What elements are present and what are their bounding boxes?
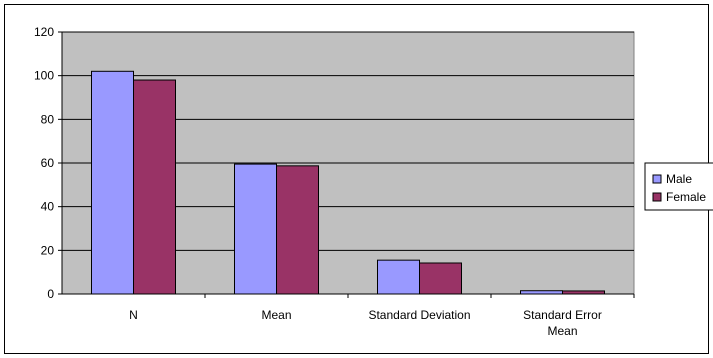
legend-label-female: Female bbox=[666, 190, 706, 204]
legend-swatch-male bbox=[652, 174, 662, 184]
legend-swatch-female bbox=[652, 192, 662, 202]
x-tick-label-line: Mean bbox=[547, 324, 577, 338]
y-tick-label: 20 bbox=[41, 243, 55, 257]
y-tick-label: 60 bbox=[41, 156, 55, 170]
legend-box bbox=[644, 162, 713, 211]
y-tick-label: 0 bbox=[47, 287, 54, 301]
y-tick-label: 80 bbox=[41, 112, 55, 126]
x-tick-label-line: Mean bbox=[261, 308, 291, 322]
x-tick-label: Standard Error Mean bbox=[523, 308, 602, 338]
y-tick-label: 120 bbox=[34, 25, 54, 39]
bar-male-2 bbox=[377, 259, 420, 295]
bar-female-2 bbox=[419, 262, 462, 295]
x-tick-label: Standard Deviation bbox=[368, 308, 470, 322]
bar-female-1 bbox=[276, 165, 319, 295]
x-tick-label: N bbox=[129, 308, 138, 322]
bar-male-0 bbox=[91, 70, 134, 295]
x-tick-label-line: Standard Deviation bbox=[368, 308, 470, 322]
bars bbox=[91, 70, 605, 295]
legend: Male Female bbox=[644, 162, 713, 211]
x-tick-labels: N Mean Standard Deviation Standard Error Mea… bbox=[129, 308, 602, 338]
y-tick-label: 100 bbox=[34, 69, 54, 83]
x-tick-label-line: N bbox=[129, 308, 138, 322]
y-tick-labels: 0 20 40 60 80 100 120 bbox=[34, 25, 54, 301]
x-tick-label-line: Standard Error bbox=[523, 308, 602, 322]
y-tick-label: 40 bbox=[41, 200, 55, 214]
x-tick-label: Mean bbox=[261, 308, 291, 322]
legend-label-male: Male bbox=[666, 172, 692, 186]
bar-male-1 bbox=[234, 163, 277, 295]
bar-female-0 bbox=[133, 79, 176, 295]
axes bbox=[58, 31, 635, 298]
